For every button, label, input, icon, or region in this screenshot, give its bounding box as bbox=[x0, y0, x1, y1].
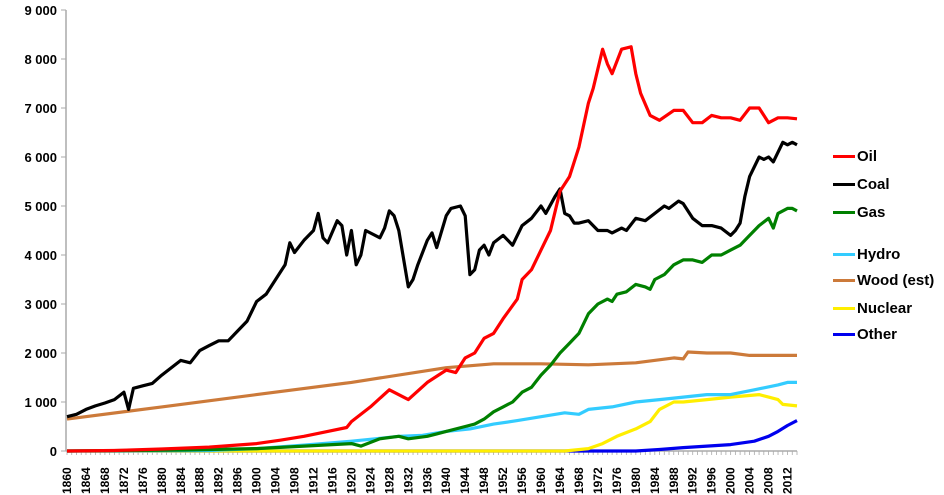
x-tick-label: 1920 bbox=[344, 467, 358, 494]
legend-swatch bbox=[833, 278, 855, 282]
y-tick-label: 1 000 bbox=[24, 395, 57, 410]
legend-label: Wood (est) bbox=[857, 271, 935, 289]
y-tick-label: 5 000 bbox=[24, 199, 57, 214]
x-tick-label: 1864 bbox=[79, 467, 93, 494]
legend-label: Coal bbox=[857, 175, 890, 193]
series-line-gas bbox=[66, 206, 798, 453]
x-tick-label: 1992 bbox=[686, 467, 700, 494]
series-line-coal bbox=[66, 140, 798, 419]
x-tick-label: 1948 bbox=[477, 467, 491, 494]
y-tick-label: 3 000 bbox=[24, 297, 57, 312]
legend-item: Nuclear bbox=[833, 298, 934, 318]
legend-label: Other bbox=[857, 325, 898, 343]
x-tick-label: 1868 bbox=[98, 467, 112, 494]
x-tick-label: 1980 bbox=[629, 467, 643, 494]
x-tick-label: 1952 bbox=[496, 467, 510, 494]
x-tick-label: 2012 bbox=[781, 467, 795, 494]
x-tick-label: 1924 bbox=[363, 467, 377, 494]
y-tick-label: 2 000 bbox=[24, 346, 57, 361]
x-tick-label: 1944 bbox=[458, 467, 472, 494]
y-tick-label: 0 bbox=[50, 444, 57, 459]
x-tick-label: 1912 bbox=[306, 467, 320, 494]
x-tick-label: 1916 bbox=[325, 467, 339, 494]
x-tick-label: 2008 bbox=[762, 467, 776, 494]
x-tick-label: 1972 bbox=[591, 467, 605, 494]
x-tick-label: 1896 bbox=[231, 467, 245, 494]
x-tick-label: 1968 bbox=[572, 467, 586, 494]
x-tick-label: 1876 bbox=[136, 467, 150, 494]
series-line-hydro bbox=[66, 380, 797, 453]
y-tick-label: 7 000 bbox=[24, 101, 57, 116]
y-tick-label: 8 000 bbox=[24, 52, 57, 67]
x-tick-label: 1940 bbox=[439, 467, 453, 494]
legend-label: Oil bbox=[857, 147, 878, 165]
x-tick-label: 1984 bbox=[648, 467, 662, 494]
x-tick-label: 1908 bbox=[288, 467, 302, 494]
series-line-oil bbox=[66, 45, 798, 453]
x-tick-label: 1956 bbox=[515, 467, 529, 494]
x-tick-label: 1960 bbox=[534, 467, 548, 494]
series-line-nuclear bbox=[67, 393, 798, 453]
x-tick-label: 1904 bbox=[269, 467, 283, 494]
legend-item: Hydro bbox=[833, 244, 934, 264]
x-tick-label: 1872 bbox=[117, 467, 131, 494]
y-tick-label: 9 000 bbox=[24, 3, 57, 18]
legend-swatch bbox=[833, 252, 855, 256]
x-tick-label: 1996 bbox=[705, 467, 719, 494]
x-tick-label: 1976 bbox=[610, 467, 624, 494]
x-tick-label: 1884 bbox=[174, 467, 188, 494]
series-line-other bbox=[67, 419, 798, 453]
legend-label: Gas bbox=[857, 203, 886, 221]
x-tick-label: 1932 bbox=[401, 467, 415, 494]
legend-item: Oil bbox=[833, 146, 934, 166]
legend-item: Coal bbox=[833, 174, 934, 194]
y-tick-label: 6 000 bbox=[24, 150, 57, 165]
x-tick-label: 1880 bbox=[155, 467, 169, 494]
x-tick-label: 1988 bbox=[667, 467, 681, 494]
legend-swatch bbox=[833, 210, 855, 214]
legend: Oil Coal Gas Hydro Wood (est) Nuclear Other bbox=[833, 146, 934, 344]
x-tick-label: 1928 bbox=[382, 467, 396, 494]
x-tick-label: 1888 bbox=[193, 467, 207, 494]
x-tick-label: 2000 bbox=[724, 467, 738, 494]
x-tick-label: 1892 bbox=[212, 467, 226, 494]
legend-swatch bbox=[833, 182, 855, 186]
legend-label: Hydro bbox=[857, 245, 901, 263]
legend-swatch bbox=[833, 154, 855, 158]
x-tick-label: 1900 bbox=[250, 467, 264, 494]
x-tick-label: 2004 bbox=[743, 467, 757, 494]
x-tick-label: 1964 bbox=[553, 467, 567, 494]
x-tick-label: 1936 bbox=[420, 467, 434, 494]
legend-item: Gas bbox=[833, 202, 934, 222]
y-tick-label: 4 000 bbox=[24, 248, 57, 263]
legend-swatch bbox=[833, 306, 855, 310]
series-line-wood-est bbox=[66, 350, 797, 421]
x-tick-label: 1860 bbox=[60, 467, 74, 494]
legend-item: Other bbox=[833, 324, 934, 344]
legend-swatch bbox=[833, 332, 855, 336]
legend-label: Nuclear bbox=[857, 299, 913, 317]
legend-item: Wood (est) bbox=[833, 270, 934, 290]
